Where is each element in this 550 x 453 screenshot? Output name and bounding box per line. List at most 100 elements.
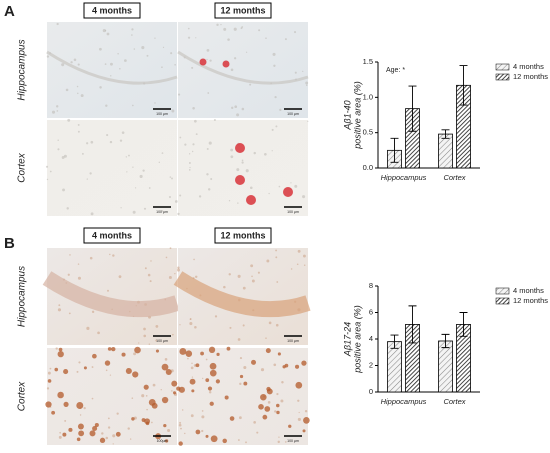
x-tick-label: Cortex: [443, 173, 465, 182]
cell: [77, 130, 80, 133]
error-bar: [408, 305, 417, 344]
cell: [110, 75, 112, 77]
cell: [160, 389, 162, 391]
stained-cell: [151, 402, 158, 409]
cell: [73, 58, 77, 62]
stained-cell: [265, 348, 271, 354]
cell: [148, 343, 151, 345]
stained-cell: [164, 439, 169, 443]
y-tick-label: 0.5: [363, 128, 373, 137]
stained-cell: [215, 379, 220, 384]
tissue-band: [42, 271, 180, 318]
cell: [141, 394, 145, 398]
cell: [56, 105, 59, 108]
cell: [89, 172, 92, 175]
cell: [228, 200, 231, 202]
cell: [148, 187, 151, 189]
cell: [273, 64, 276, 67]
cell: [57, 148, 60, 151]
cell: [63, 154, 67, 158]
stained-cell: [185, 350, 193, 357]
cell: [46, 178, 49, 181]
stained-cell: [205, 378, 210, 383]
stained-cell: [68, 427, 73, 432]
stained-cell: [216, 352, 220, 357]
cell: [233, 27, 237, 31]
cell: [62, 188, 65, 192]
cell: [150, 260, 152, 262]
cell: [57, 308, 62, 312]
cell: [112, 254, 115, 257]
cell: [56, 22, 59, 26]
cell: [194, 275, 198, 279]
cell: [144, 267, 147, 270]
cell: [187, 27, 190, 30]
cell: [110, 62, 113, 66]
y-tick-label: 6: [369, 307, 373, 316]
cell: [260, 368, 265, 372]
error-bar: [390, 137, 399, 163]
stained-cell: [179, 347, 187, 355]
cell: [162, 46, 165, 49]
cell: [174, 63, 176, 66]
cell: [128, 154, 130, 157]
cell: [45, 165, 49, 168]
cell: [141, 46, 145, 50]
cell: [206, 58, 208, 61]
cell: [223, 27, 227, 31]
cell: [243, 365, 247, 370]
cell: [177, 212, 180, 216]
cell: [101, 432, 104, 435]
cell: [188, 161, 191, 164]
cell: [107, 417, 110, 420]
cell: [143, 207, 147, 210]
cell: [294, 31, 297, 34]
stained-cell: [173, 391, 177, 395]
plaque: [235, 143, 245, 153]
stained-cell: [239, 374, 244, 379]
error-bar: [459, 65, 468, 106]
stained-cell: [209, 401, 214, 406]
micrograph: [47, 22, 177, 118]
stained-cell: [294, 364, 300, 369]
legend-label: 12 months: [513, 72, 548, 81]
scale-bar-label: 100 µm: [287, 112, 299, 116]
cell: [86, 178, 88, 180]
x-tick-label: Cortex: [443, 397, 465, 406]
cell: [81, 152, 84, 155]
scale-bar-label: 100 µm: [156, 339, 168, 343]
cell: [304, 409, 308, 413]
cell: [142, 169, 145, 172]
y-axis-label: Aβ1-40: [342, 100, 352, 130]
stained-cell: [155, 349, 160, 353]
cell: [47, 371, 51, 375]
cell: [61, 63, 65, 67]
cell: [179, 194, 182, 197]
stained-cell: [145, 421, 150, 426]
cell: [91, 310, 95, 314]
stained-cell: [208, 346, 216, 354]
cell: [174, 200, 178, 203]
cell: [279, 108, 282, 111]
cell: [138, 342, 140, 344]
stained-cell: [195, 429, 201, 435]
stained-cell: [57, 350, 64, 358]
scale-bar-label: 100 µm: [287, 210, 299, 214]
y-tick-label: 1.0: [363, 92, 373, 101]
column-header: 12 months: [220, 5, 265, 15]
cell: [119, 139, 123, 142]
cell: [272, 52, 276, 56]
cell: [251, 275, 253, 278]
cell: [109, 374, 112, 376]
cell: [271, 128, 274, 131]
legend-label: 4 months: [513, 62, 544, 71]
cell: [278, 185, 281, 188]
cell: [124, 59, 127, 62]
cell: [281, 380, 284, 384]
cell: [171, 109, 175, 113]
cell: [58, 304, 61, 307]
stained-cell: [78, 430, 85, 437]
cell: [206, 49, 210, 52]
cell: [66, 207, 69, 210]
legend-label: 12 months: [513, 296, 548, 305]
